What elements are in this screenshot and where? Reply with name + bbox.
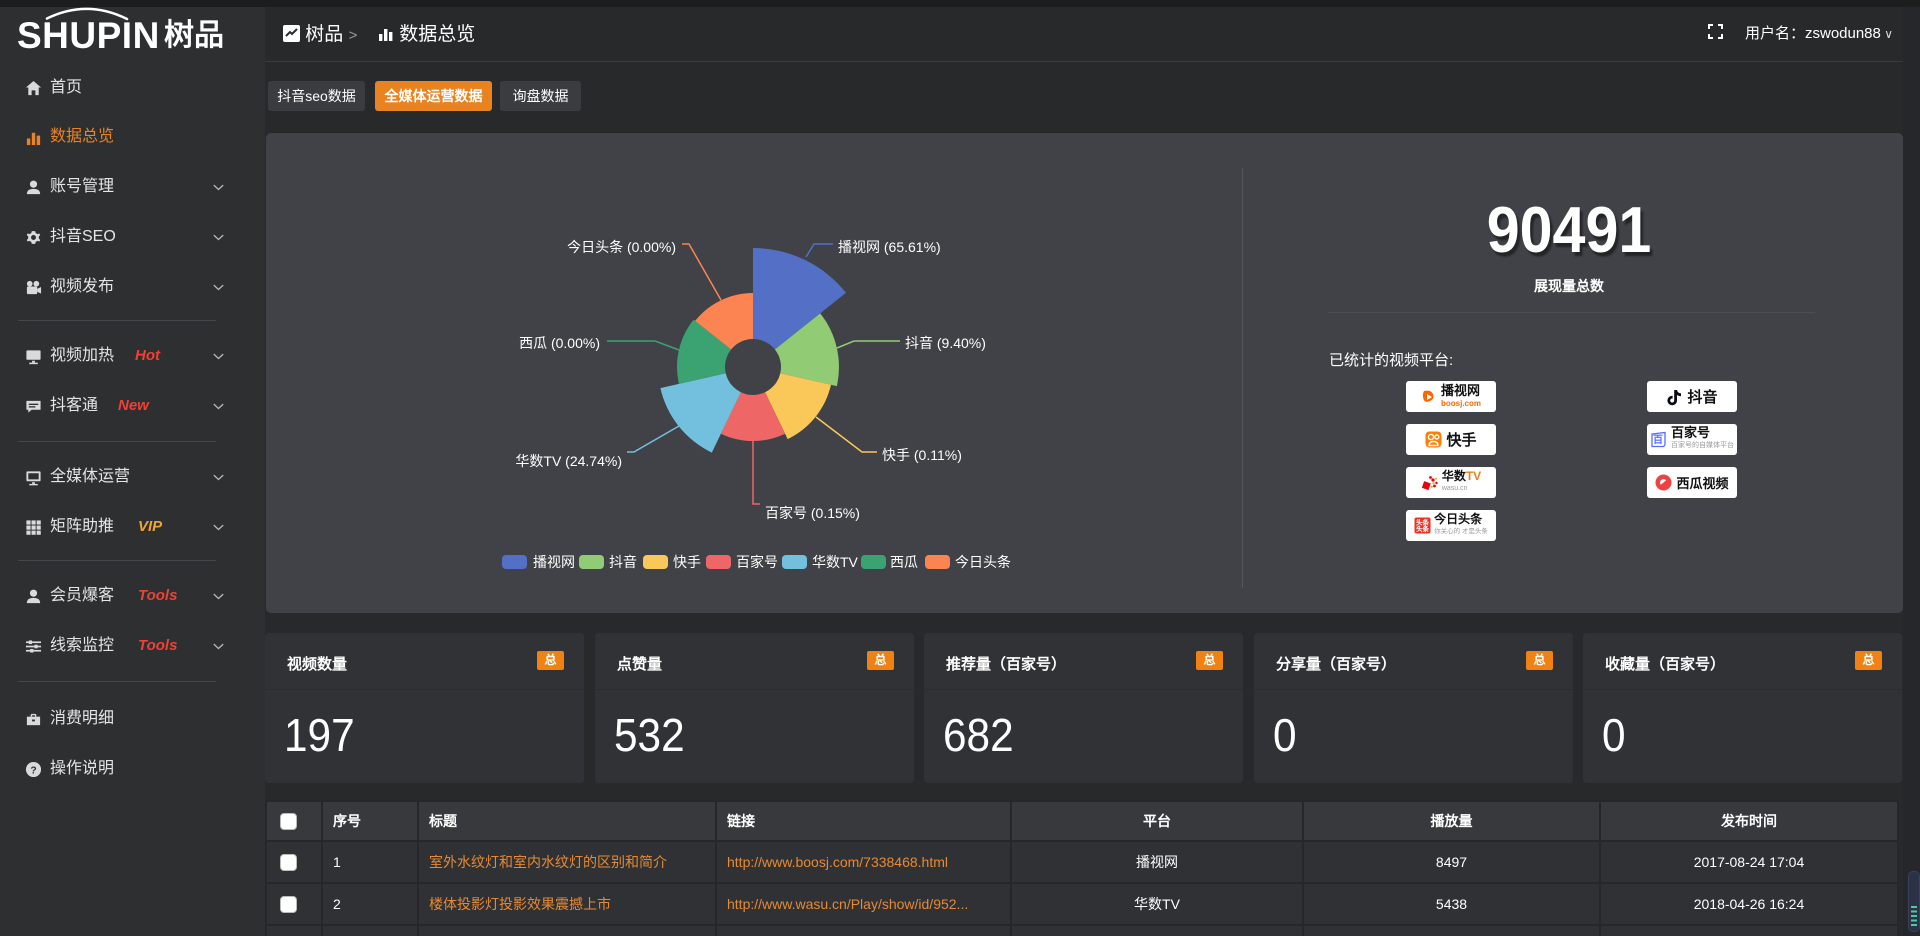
- svg-text:SHUPIN: SHUPIN: [17, 15, 160, 56]
- svg-text:百: 百: [1653, 434, 1663, 446]
- svg-text:树品: 树品: [164, 19, 224, 52]
- svg-text:?: ?: [30, 765, 36, 776]
- svg-text:头条: 头条: [1416, 524, 1430, 533]
- svg-text:头条: 头条: [1416, 518, 1430, 527]
